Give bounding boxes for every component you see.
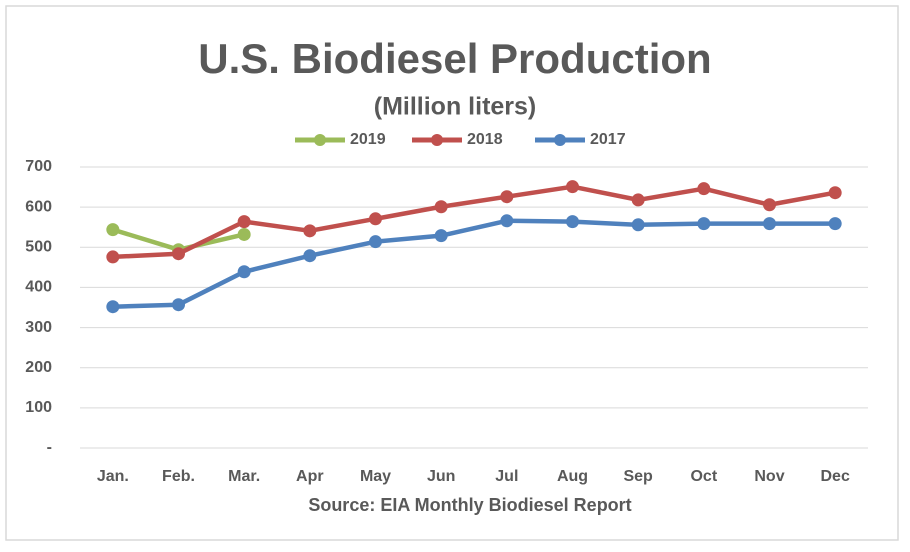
x-tick-label: Sep bbox=[623, 468, 653, 485]
data-point bbox=[631, 193, 645, 207]
data-point bbox=[763, 217, 776, 231]
x-tick-label: Jun bbox=[427, 468, 455, 485]
series-line bbox=[112, 218, 836, 309]
legend-label: 2019 bbox=[350, 131, 386, 148]
x-tick-label: Dec bbox=[820, 468, 849, 485]
data-point bbox=[828, 217, 842, 231]
data-point bbox=[172, 247, 185, 261]
legend-label: 2017 bbox=[590, 131, 626, 148]
data-point bbox=[500, 214, 514, 228]
data-point bbox=[763, 198, 776, 212]
x-tick-label: May bbox=[360, 468, 391, 485]
data-point bbox=[566, 215, 579, 229]
data-point bbox=[106, 250, 120, 264]
y-tick-label: 100 bbox=[25, 399, 52, 416]
x-tick-label: Mar. bbox=[228, 468, 260, 485]
x-tick-label: Nov bbox=[754, 468, 784, 485]
x-tick-label: Jul bbox=[495, 468, 518, 485]
data-point bbox=[106, 300, 120, 314]
chart-title: U.S. Biodiesel Production bbox=[198, 35, 711, 82]
x-tick-label: Feb. bbox=[162, 468, 195, 485]
x-tick-label: Oct bbox=[690, 468, 717, 485]
chart-border bbox=[5, 5, 899, 541]
data-point bbox=[434, 229, 448, 243]
data-point bbox=[566, 180, 579, 194]
data-point bbox=[697, 182, 711, 196]
legend-marker bbox=[431, 134, 443, 146]
series-line bbox=[112, 184, 836, 260]
source-note: Source: EIA Monthly Biodiesel Report bbox=[308, 495, 631, 515]
data-point bbox=[172, 298, 185, 312]
legend-label: 2018 bbox=[467, 131, 503, 148]
legend-marker bbox=[554, 134, 566, 146]
y-tick-label: 400 bbox=[25, 279, 52, 296]
data-point bbox=[303, 224, 317, 238]
y-tick-label: 200 bbox=[25, 359, 52, 376]
data-point bbox=[434, 200, 448, 214]
data-point bbox=[237, 265, 251, 279]
y-tick-label: 600 bbox=[25, 198, 52, 215]
chart-subtitle: (Million liters) bbox=[374, 93, 537, 121]
y-tick-label: 500 bbox=[25, 239, 52, 256]
y-tick-label: - bbox=[47, 439, 52, 456]
data-point bbox=[631, 218, 645, 232]
data-point bbox=[369, 212, 382, 226]
data-point bbox=[828, 186, 842, 200]
data-point bbox=[369, 235, 382, 249]
data-point bbox=[237, 215, 251, 229]
data-point bbox=[237, 227, 251, 241]
y-tick-label: 700 bbox=[25, 158, 52, 175]
x-tick-label: Aug bbox=[557, 468, 588, 485]
legend-marker bbox=[314, 134, 326, 146]
data-point bbox=[500, 190, 514, 204]
data-point bbox=[106, 223, 120, 237]
x-tick-label: Apr bbox=[296, 468, 324, 485]
data-point bbox=[303, 249, 317, 263]
y-tick-label: 300 bbox=[25, 319, 52, 336]
x-tick-label: Jan. bbox=[97, 468, 129, 485]
data-point bbox=[697, 217, 711, 231]
